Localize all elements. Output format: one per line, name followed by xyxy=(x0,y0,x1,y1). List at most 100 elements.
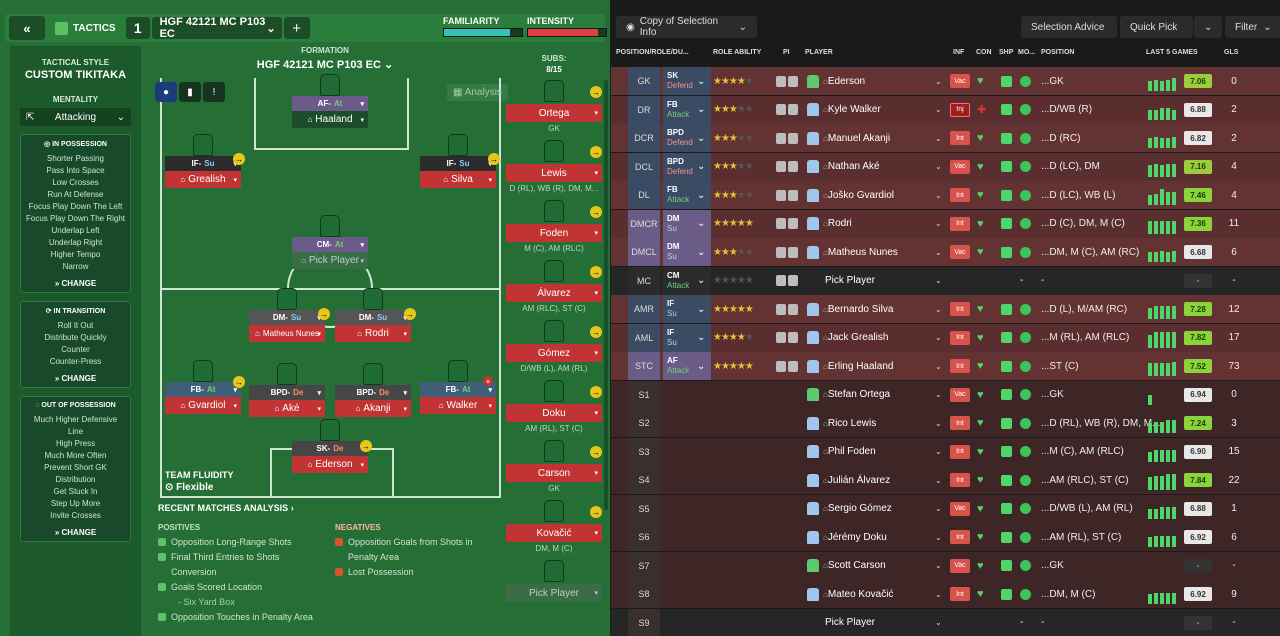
sub-player-name[interactable]: Doku ▾ xyxy=(506,404,602,422)
chevron-down-icon[interactable]: ⌄ xyxy=(697,360,706,372)
intensity-meter[interactable]: INTENSITY xyxy=(527,16,607,37)
pitch-player-slot[interactable]: DM -Su▾⌂ Matheus Nunes▾ xyxy=(249,288,325,342)
chevron-down-icon[interactable]: ⌄ xyxy=(697,218,706,229)
formation-dropdown[interactable]: HGF 42121 MC P103 EC ⌄ xyxy=(150,58,500,71)
pitch-player-slot[interactable]: BPD - De ▾ ⌂ Akanji ▾ xyxy=(335,363,411,417)
sub-player-name[interactable]: Carson ▾ xyxy=(506,464,602,482)
change-out-of-possession-button[interactable]: » CHANGE xyxy=(54,528,97,537)
player-name[interactable]: ⌂ Haaland ▾ xyxy=(292,111,368,128)
position-cell[interactable]: S6 xyxy=(628,523,660,551)
sub-player-name[interactable]: Pick Player ▾ xyxy=(506,584,602,602)
position-cell[interactable]: S8 xyxy=(628,580,660,608)
position-cell[interactable]: GK xyxy=(628,67,660,95)
sub-player-slot[interactable]: Gómez ▾ D/WB (L), AM (RL) xyxy=(506,320,602,373)
player-name[interactable]: ⌂ Ederson ▾ xyxy=(292,456,368,473)
chevron-down-icon[interactable]: ⌄ xyxy=(935,390,942,399)
player-role[interactable]: FB - At ▾ xyxy=(420,382,496,397)
sub-player-name[interactable]: Lewis ▾ xyxy=(506,164,602,182)
table-row[interactable]: DMCR DM Su ⌄ ★★★★★ ⌂ Rodri ⌄ Int ♥ ...D (C), DM, … xyxy=(611,209,1280,239)
pi-icons[interactable] xyxy=(776,67,802,95)
instruction-item[interactable]: Counter-Press xyxy=(49,357,102,366)
pitch-player-slot[interactable]: DM -Su▾ ⌂ Rodri ▾ xyxy=(335,288,411,342)
sub-player-name[interactable]: Gómez ▾ xyxy=(506,344,602,362)
chevron-down-icon[interactable]: ⌄ xyxy=(935,190,942,200)
table-row[interactable]: MC CM Attack ⌄ ★ ★ ★ ★ ★ Pick Player ⌄ - - - - xyxy=(611,266,1280,296)
pi-icons[interactable] xyxy=(776,295,802,323)
alert-icon[interactable]: ! xyxy=(203,82,225,102)
chevron-down-icon[interactable]: ⌄ xyxy=(935,561,942,570)
role-cell[interactable]: FB Attack xyxy=(663,95,711,124)
player-role[interactable]: IF -Su▾ xyxy=(165,156,241,171)
chevron-down-icon[interactable]: ⌄ xyxy=(935,618,942,627)
chevron-down-icon[interactable]: ⌄ xyxy=(935,276,942,285)
player-cell[interactable]: ⌂ Rico Lewis xyxy=(807,409,947,437)
player-role[interactable]: FB - At ▾ xyxy=(165,382,241,397)
player-name[interactable]: ⌂ Rodri ▾ xyxy=(335,325,411,342)
copy-selection-button[interactable]: ◉ Copy of Selection Info ⌄ xyxy=(616,16,757,38)
table-row[interactable]: S3 ⌂ Phil Foden ⌄ Int ♥ ...M (C), AM (RLC) 6.9… xyxy=(611,437,1280,467)
player-name[interactable]: ⌂ Akanji ▾ xyxy=(335,400,411,417)
header-player[interactable]: PLAYER xyxy=(805,49,833,56)
chevron-down-icon[interactable]: ⌄ xyxy=(935,475,942,485)
negative-item[interactable]: Opposition Goals from Shots in Penalty A… xyxy=(335,535,500,565)
sub-player-name[interactable]: Ortega ▾ xyxy=(506,104,602,122)
header-position-role[interactable]: POSITION/ROLE/DU... xyxy=(616,49,689,56)
table-row[interactable]: S6 ⌂ Jérémy Doku ⌄ Int ♥ ...AM (RL), ST (C) 6.… xyxy=(611,523,1280,552)
pitch-player-slot[interactable]: SK -De▾ ⌂ Ederson ▾ xyxy=(292,419,368,473)
player-cell[interactable]: ⌂ Rodri xyxy=(807,210,947,238)
chevron-down-icon[interactable]: ⌄ xyxy=(697,161,706,172)
header-mo[interactable]: MO... xyxy=(1018,49,1036,56)
instruction-item[interactable]: Distribute Quickly xyxy=(44,333,107,342)
player-cell[interactable]: ⌂ Scott Carson xyxy=(807,552,947,580)
sub-player-slot[interactable]: Kovačić ▾ DM, M (C) xyxy=(506,500,602,553)
chevron-down-icon[interactable]: ⌄ xyxy=(935,418,942,428)
header-last5[interactable]: LAST 5 GAMES xyxy=(1146,49,1198,56)
change-in-possession-button[interactable]: » CHANGE xyxy=(54,279,97,288)
player-cell[interactable]: ⌂ Mateo Kovačić xyxy=(807,580,947,608)
table-row[interactable]: DL FB Attack ⌄ ★★★ ★ ★ ⌂ Joško Gvardiol ⌄ Int ♥...… xyxy=(611,181,1280,210)
role-cell[interactable]: CM Attack xyxy=(663,266,711,295)
subs-scrollbar[interactable] xyxy=(604,80,608,510)
header-position[interactable]: POSITION xyxy=(1041,49,1075,56)
instruction-item[interactable]: Underlap Left xyxy=(51,226,100,235)
tactics-tab[interactable]: TACTICS xyxy=(55,21,116,35)
instruction-item[interactable]: Much More Often xyxy=(44,451,107,460)
sub-player-slot[interactable]: Álvarez ▾ AM (RLC), ST (C) xyxy=(506,260,602,313)
positive-item[interactable]: - Six Yard Box xyxy=(158,595,323,610)
player-name[interactable]: ⌂ Silva ▾ xyxy=(420,171,496,188)
header-inf[interactable]: INF xyxy=(953,49,965,56)
player-cell[interactable]: ⌂ Jack Grealish xyxy=(807,324,947,352)
position-cell[interactable]: DMCL xyxy=(628,238,660,266)
selection-advice-button[interactable]: Selection Advice xyxy=(1021,16,1117,38)
positive-item[interactable]: Opposition Long-Range Shots xyxy=(158,535,323,550)
player-cell[interactable]: ⌂ Phil Foden xyxy=(807,438,947,466)
position-cell[interactable]: MC xyxy=(628,266,660,295)
bar-chart-icon[interactable]: ▮ xyxy=(179,82,201,102)
player-role[interactable]: BPD - De ▾ xyxy=(335,385,411,400)
role-cell[interactable]: AF Attack xyxy=(663,352,711,380)
back-button[interactable]: « xyxy=(9,16,45,40)
table-row[interactable]: STC AF Attack ⌄ ★★★★★ ⌂ Erling Haaland ⌄ Int ♥..… xyxy=(611,352,1280,381)
table-row[interactable]: DR FB Attack ⌄ ★★★ ★ ★ ⌂ Kyle Walker ⌄ Inj ✚ ...D/W… xyxy=(611,95,1280,125)
player-name[interactable]: ⌂ Grealish ▾ xyxy=(165,171,241,188)
player-name[interactable]: ⌂ Aké ▾ xyxy=(249,400,325,417)
chevron-down-icon[interactable]: ⌄ xyxy=(935,589,942,599)
chevron-down-icon[interactable]: ⌄ xyxy=(697,189,706,201)
position-cell[interactable]: DCL xyxy=(628,152,660,181)
table-row[interactable]: GK SK Defend ⌄ ★★★★ ★ ⌂ Ederson ⌄ Vac ♥ ...GK 7.06 0 xyxy=(611,67,1280,96)
chevron-down-icon[interactable]: ⌄ xyxy=(935,105,942,114)
quick-pick-button[interactable]: Quick Pick xyxy=(1120,16,1193,38)
instruction-item[interactable]: Line xyxy=(67,427,84,436)
chevron-down-icon[interactable]: ⌄ xyxy=(935,504,942,513)
chevron-down-icon[interactable]: ⌄ xyxy=(935,162,942,171)
pi-icons[interactable] xyxy=(776,210,802,238)
pitch-player-slot[interactable]: IF -Su▾ ⌂ Silva ▾ xyxy=(420,134,496,188)
instruction-item[interactable]: Step Up More xyxy=(50,499,101,508)
instruction-item[interactable]: Distribution xyxy=(55,475,96,484)
chevron-down-icon[interactable]: ⌄ xyxy=(935,304,942,314)
instruction-item[interactable]: Much Higher Defensive xyxy=(33,415,118,424)
sub-player-slot[interactable]: Doku ▾ AM (RL), ST (C) xyxy=(506,380,602,433)
player-role[interactable]: AF - At ▾ xyxy=(292,96,368,111)
table-row[interactable]: S7 ⌂ Scott Carson ⌄ Vac ♥ ...GK - - xyxy=(611,551,1280,581)
player-name[interactable]: ⌂ Matheus Nunes ▾ xyxy=(249,325,325,342)
